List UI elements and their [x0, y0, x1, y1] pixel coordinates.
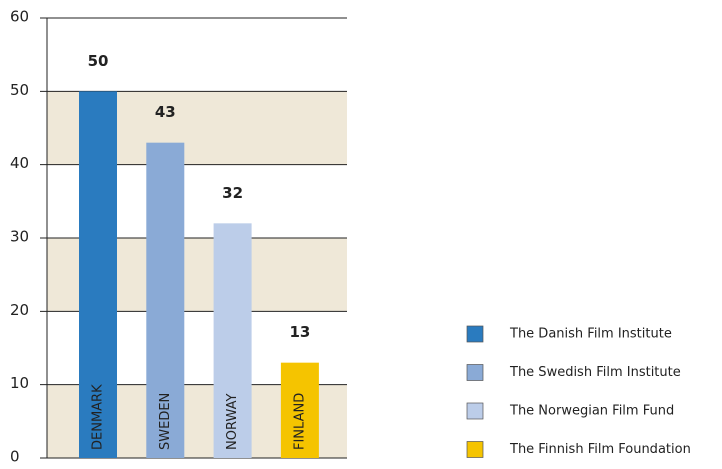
- category-label: DENMARK: [91, 384, 106, 450]
- legend-label: The Norwegian Film Fund: [509, 404, 674, 419]
- y-tick-label: 20: [10, 301, 29, 319]
- y-tick-label: 0: [10, 448, 20, 466]
- value-label: 32: [222, 184, 243, 202]
- legend-label: The Danish Film Institute: [509, 327, 672, 342]
- y-tick-label: 60: [10, 8, 29, 26]
- legend-label: The Swedish Film Institute: [509, 365, 681, 380]
- bar: [213, 223, 252, 458]
- legend-swatch: [466, 441, 484, 458]
- bar: [79, 91, 117, 458]
- bar: [280, 362, 319, 458]
- y-tick-label: 50: [10, 81, 29, 99]
- category-label: NORWAY: [225, 394, 240, 450]
- legend-swatch: [466, 364, 484, 381]
- value-label: 50: [88, 52, 109, 70]
- legend-swatch: [466, 325, 484, 343]
- bar: [146, 142, 185, 458]
- y-tick-label: 10: [10, 374, 29, 392]
- legend-label: The Finnish Film Foundation: [509, 442, 691, 457]
- y-tick-label: 30: [10, 228, 29, 246]
- category-label: SWEDEN: [158, 393, 173, 450]
- y-tick-label: 40: [10, 154, 29, 172]
- value-label: 43: [155, 103, 176, 121]
- legend-swatch: [466, 402, 484, 420]
- value-label: 13: [289, 323, 310, 341]
- category-label: FINLAND: [292, 393, 307, 450]
